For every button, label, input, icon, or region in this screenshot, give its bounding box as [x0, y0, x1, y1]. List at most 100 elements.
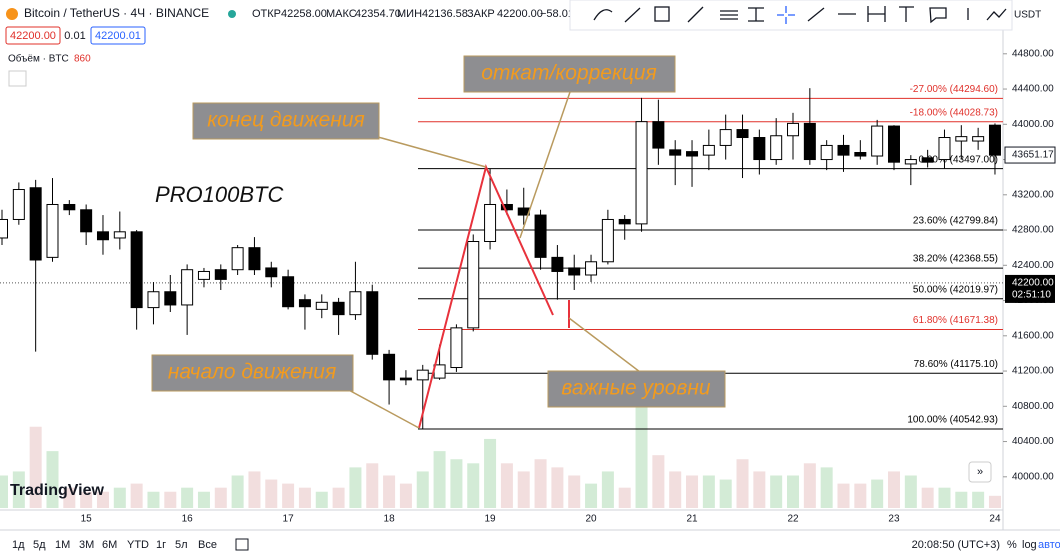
volume-bar [399, 483, 412, 508]
annotation: конец движения [207, 109, 365, 132]
range-button[interactable]: 3М [79, 539, 94, 551]
volume-bar [181, 487, 194, 508]
logo: TradingView [10, 482, 105, 499]
candle-body [702, 144, 715, 156]
volume-bar [80, 491, 93, 508]
volume-bar [147, 491, 160, 508]
volume-bar [29, 426, 42, 508]
x-tick-label: 20 [585, 514, 597, 525]
volume-bar [46, 451, 59, 508]
percent-toggle[interactable]: % [1007, 539, 1017, 551]
candle-body [248, 247, 261, 271]
volume-bar [500, 463, 513, 508]
candle-body [955, 136, 968, 142]
y-tick-label: 41200.00 [1012, 366, 1054, 377]
candle-body [618, 218, 631, 225]
candle-body [904, 159, 917, 165]
scroll-button[interactable] [968, 461, 992, 483]
ask: 42200.01 [95, 30, 141, 42]
last-price-label: 43651.17 [1012, 150, 1054, 161]
candle-body [467, 241, 480, 329]
ask-box[interactable] [90, 26, 146, 45]
annotation-box [151, 354, 354, 392]
annotation-box [547, 370, 726, 408]
candle-body [332, 301, 345, 316]
candle-body [938, 137, 951, 161]
candle-body [686, 151, 699, 157]
volume-bar [803, 463, 816, 508]
range-button[interactable]: 5д [33, 539, 46, 551]
collapse-button[interactable] [8, 70, 27, 87]
ohlc-label: ОТКР [252, 8, 281, 20]
volume-bar [787, 475, 800, 508]
volume-bar [770, 475, 783, 508]
candle-body [803, 122, 816, 161]
volume-bar [585, 483, 598, 508]
volume-bar [618, 487, 631, 508]
candle-body [29, 187, 42, 261]
volume-bar [164, 491, 177, 508]
ohlc-value: 42258.00 [281, 8, 327, 20]
range-button[interactable]: 1М [55, 539, 70, 551]
volume-bar [972, 491, 985, 508]
auto-toggle[interactable]: авто [1038, 539, 1060, 551]
volume-bar [517, 471, 530, 508]
volume-bar [231, 475, 244, 508]
bid-box[interactable] [5, 26, 61, 45]
range-button[interactable]: 1г [156, 539, 166, 551]
candle-body [0, 218, 8, 239]
candle-body [399, 377, 412, 381]
log-toggle[interactable]: log [1022, 539, 1037, 551]
candle-body [197, 270, 210, 280]
volume-bar [871, 479, 884, 508]
volume-bar [383, 475, 396, 508]
x-tick-label: 15 [81, 514, 93, 525]
ohlc-label: МАКС [326, 8, 357, 20]
candle-body [383, 353, 396, 381]
current-price-box [1005, 274, 1055, 303]
candle-body [113, 231, 126, 239]
toolbar-icons[interactable] [593, 6, 1007, 24]
candle-body [820, 144, 833, 161]
volume-bar [955, 491, 968, 508]
range-button[interactable]: 5л [175, 539, 188, 551]
candle-body [787, 122, 800, 137]
range-button[interactable]: YTD [127, 539, 149, 551]
annotation: откат/коррекция [481, 62, 657, 85]
volume-bar [854, 483, 867, 508]
candle-body [719, 129, 732, 146]
symbol[interactable]: Bitcoin / TetherUS · 4Ч · BINANCE [24, 6, 209, 20]
volume-bar [0, 475, 8, 508]
candle-body [988, 124, 1001, 156]
candle-body [130, 231, 143, 309]
volume-bar [484, 438, 497, 508]
range-button[interactable]: 1д [12, 539, 25, 551]
volume-bar [298, 487, 311, 508]
candle-body [753, 137, 766, 161]
volume-bar [349, 467, 362, 508]
annotation-box [192, 102, 380, 140]
ohlc-label: ЗАКР [467, 8, 495, 20]
volume-bar [887, 471, 900, 508]
x-tick-label: 16 [182, 514, 194, 525]
volume-bar [736, 459, 749, 508]
candle-body [669, 149, 682, 156]
volume-bar [450, 459, 463, 508]
candle-body [214, 269, 227, 280]
volume-bar [366, 463, 379, 508]
watermark: PRO100BTC [155, 182, 283, 207]
volume-bar [113, 487, 126, 508]
volume-bar [197, 491, 210, 508]
volume-value: 860 [74, 54, 91, 65]
last-price-box [1004, 146, 1056, 164]
range-button[interactable]: 6М [102, 539, 117, 551]
range-button[interactable]: Все [198, 539, 217, 551]
volume-bar [635, 378, 648, 508]
y-tick-label: 42800.00 [1012, 225, 1054, 236]
y-tick-label: 44000.00 [1012, 119, 1054, 130]
candle-body [231, 247, 244, 271]
volume-bar [214, 487, 227, 508]
candle-body [450, 327, 463, 369]
